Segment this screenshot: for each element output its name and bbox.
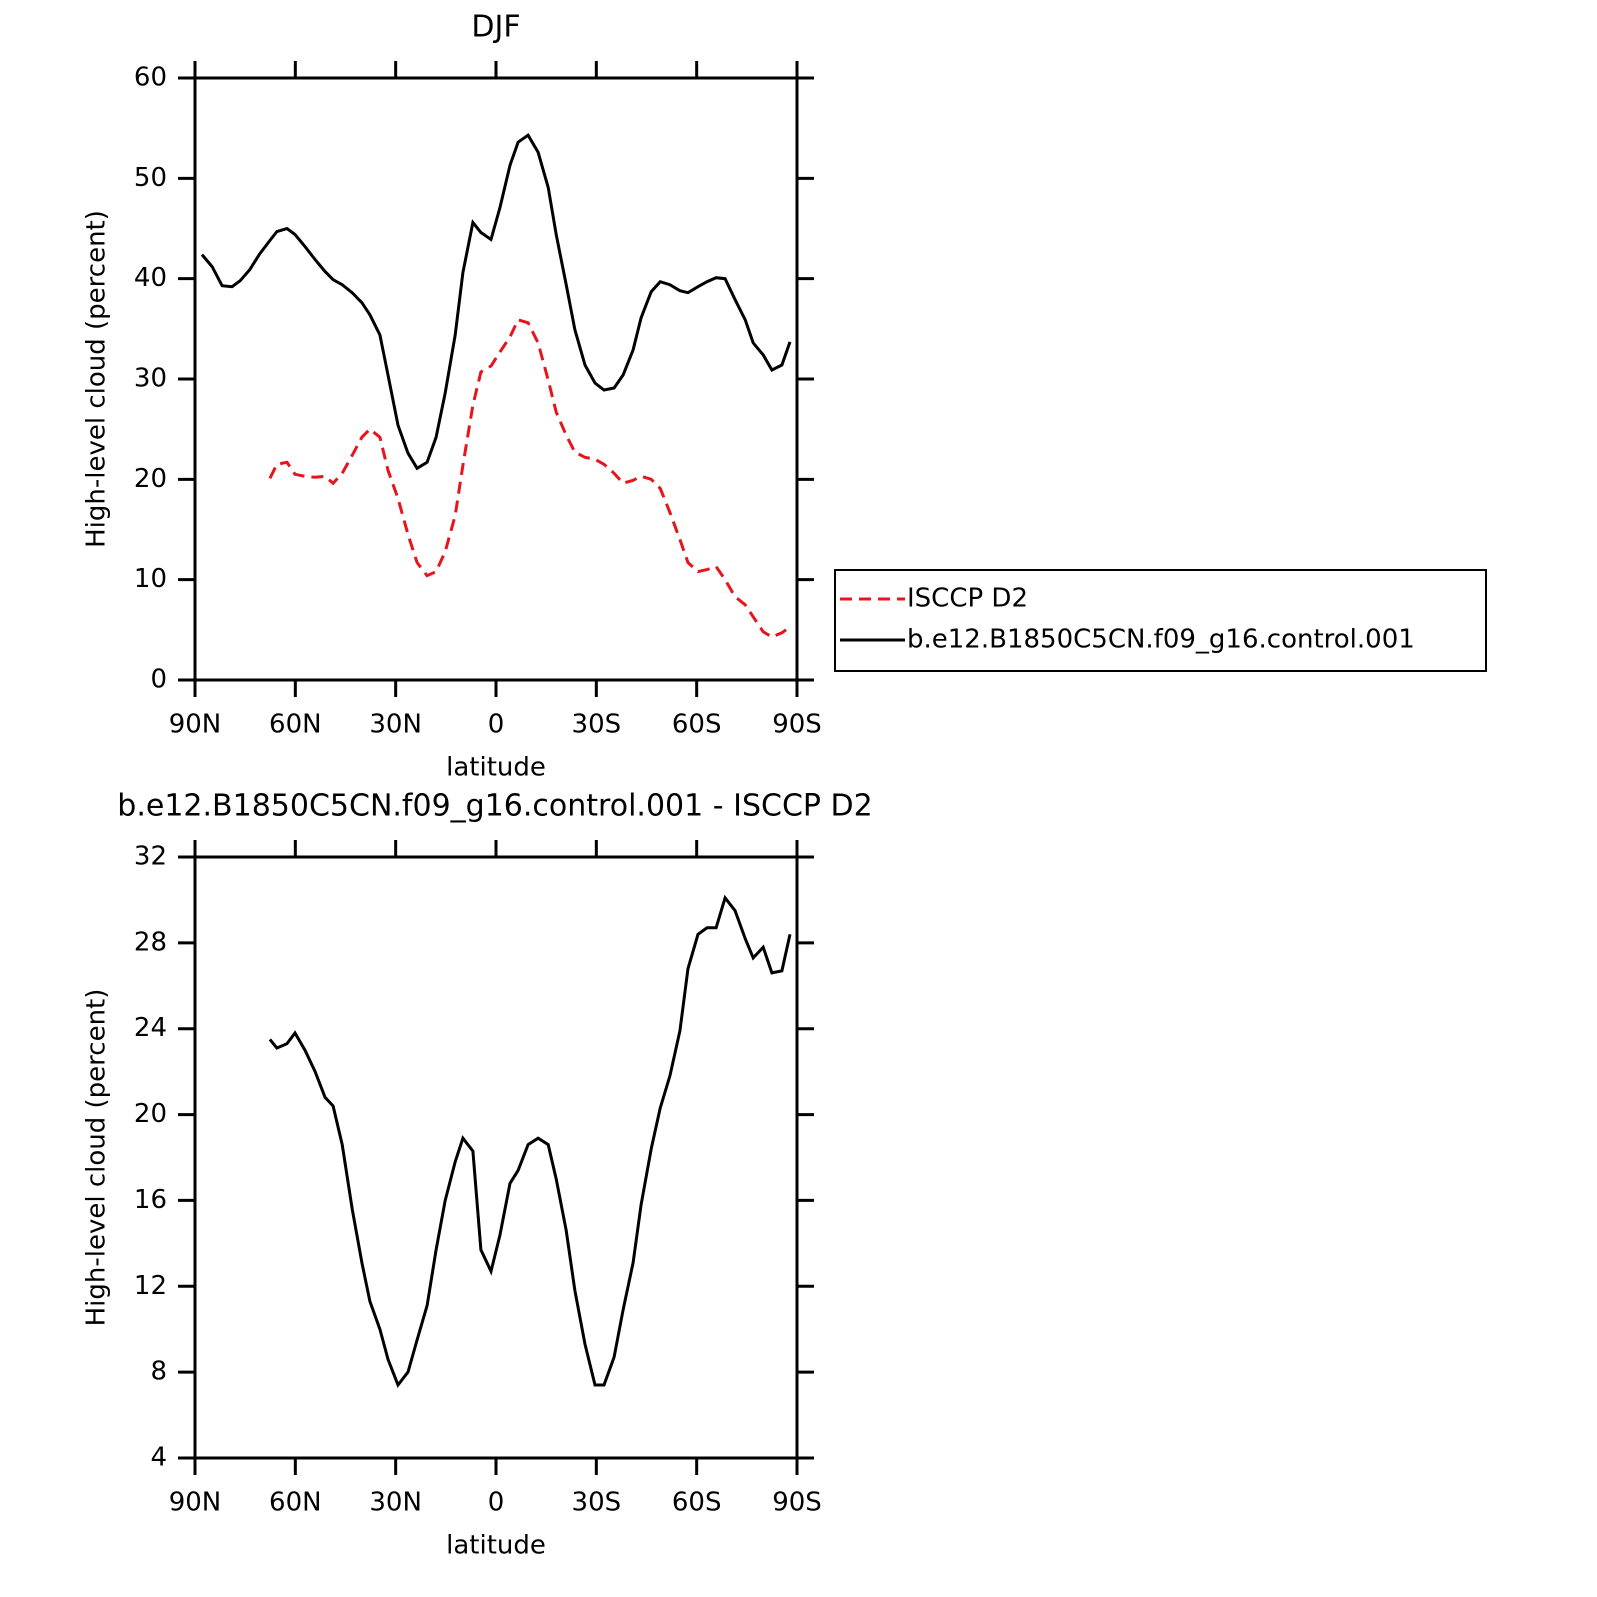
x-tick-label: 60S: [672, 710, 722, 740]
y-tick-label: 24: [134, 1013, 167, 1043]
x-tick-label: 90S: [772, 710, 822, 740]
x-tick-label: 60S: [672, 1488, 722, 1518]
x-tick-label: 30S: [572, 710, 622, 740]
x-tick-label: 60N: [269, 1488, 322, 1518]
y-tick-label: 4: [150, 1443, 167, 1473]
x-tick-label: 0: [488, 710, 505, 740]
y-tick-label: 60: [134, 63, 167, 93]
y-axis-label: High-level cloud (percent): [82, 989, 112, 1327]
x-axis-label: latitude: [446, 753, 546, 783]
y-tick-label: 50: [134, 163, 167, 193]
y-axis-label: High-level cloud (percent): [82, 210, 112, 548]
legend-box: [834, 569, 1487, 672]
data-line: [200, 133, 792, 471]
data-line: [268, 894, 792, 1389]
plot-frame: [193, 76, 799, 682]
x-tick-label: 30N: [369, 1488, 422, 1518]
x-tick-label: 30S: [572, 1488, 622, 1518]
y-tick-label: 32: [134, 842, 167, 872]
x-tick-label: 90N: [169, 710, 222, 740]
y-tick-label: 28: [134, 927, 167, 957]
y-tick-label: 10: [134, 564, 167, 594]
x-tick-label: 30N: [369, 710, 422, 740]
x-tick-label: 90N: [169, 1488, 222, 1518]
x-tick-label: 0: [488, 1488, 505, 1518]
x-tick-label: 90S: [772, 1488, 822, 1518]
y-tick-label: 0: [150, 665, 167, 695]
legend-label: ISCCP D2: [907, 584, 1028, 614]
y-tick-label: 20: [134, 1099, 167, 1129]
y-tick-label: 8: [150, 1357, 167, 1387]
y-tick-label: 12: [134, 1271, 167, 1301]
y-tick-label: 30: [134, 364, 167, 394]
legend-label: b.e12.B1850C5CN.f09_g16.control.001: [907, 625, 1415, 655]
data-line: [268, 317, 791, 639]
y-tick-label: 16: [134, 1185, 167, 1215]
x-tick-label: 60N: [269, 710, 322, 740]
chart-title: DJF: [471, 10, 520, 45]
y-tick-label: 40: [134, 263, 167, 293]
x-axis-label: latitude: [446, 1531, 546, 1561]
chart-title: b.e12.B1850C5CN.f09_g16.control.001 - IS…: [117, 789, 872, 824]
plot-frame: [193, 855, 799, 1460]
y-tick-label: 20: [134, 464, 167, 494]
